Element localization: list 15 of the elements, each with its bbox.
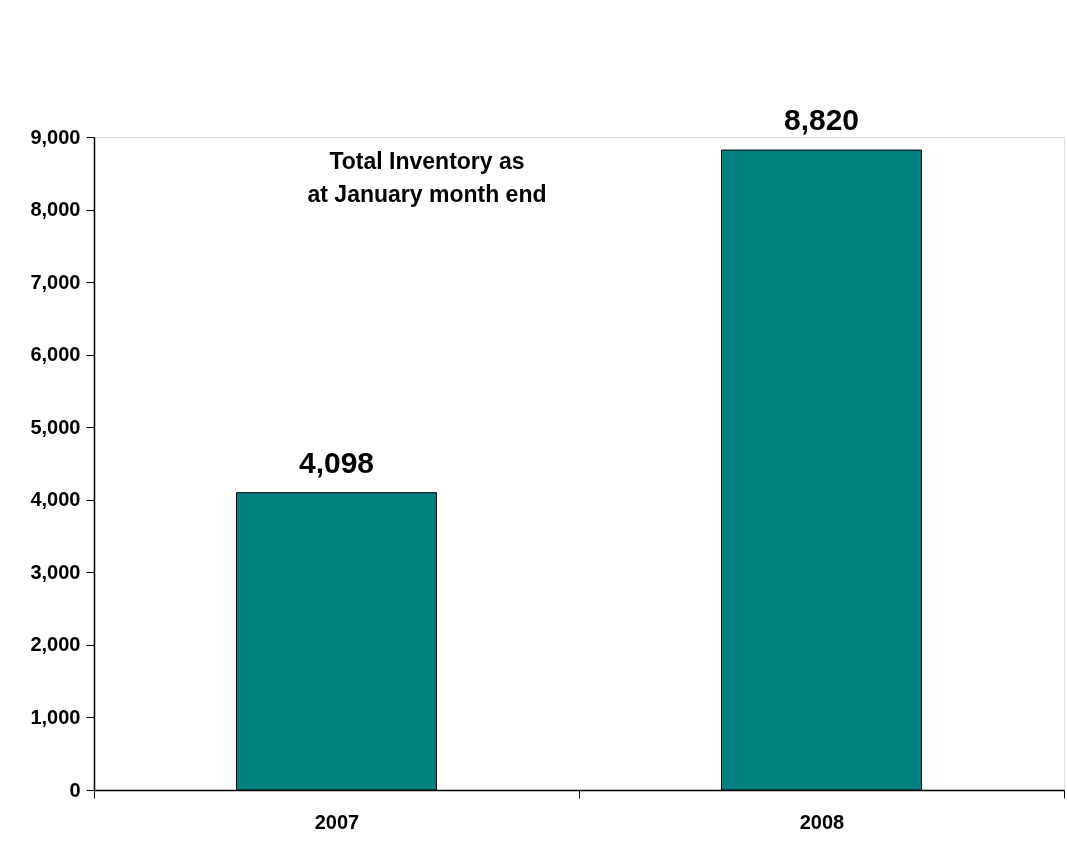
y-tick-label: 0 bbox=[69, 778, 81, 801]
y-tick-label: 6,000 bbox=[30, 343, 81, 366]
y-tick-label: 2,000 bbox=[30, 633, 81, 656]
data-label: 4,098 bbox=[298, 445, 375, 479]
y-tick-label: 8,000 bbox=[30, 198, 81, 221]
y-tick-label: 5,000 bbox=[30, 415, 81, 438]
y-tick-label: 3,000 bbox=[30, 560, 81, 583]
x-tick-label: 2007 bbox=[314, 810, 360, 833]
y-tick-label: 7,000 bbox=[30, 270, 81, 293]
x-tick-label: 2008 bbox=[799, 810, 845, 833]
data-label: 8,820 bbox=[783, 103, 860, 137]
y-tick-label: 9,000 bbox=[30, 125, 81, 148]
y-tick-label: 4,000 bbox=[30, 488, 81, 511]
y-tick-label: 1,000 bbox=[30, 705, 81, 728]
text: Total Inventory as at January month end bbox=[307, 148, 547, 207]
